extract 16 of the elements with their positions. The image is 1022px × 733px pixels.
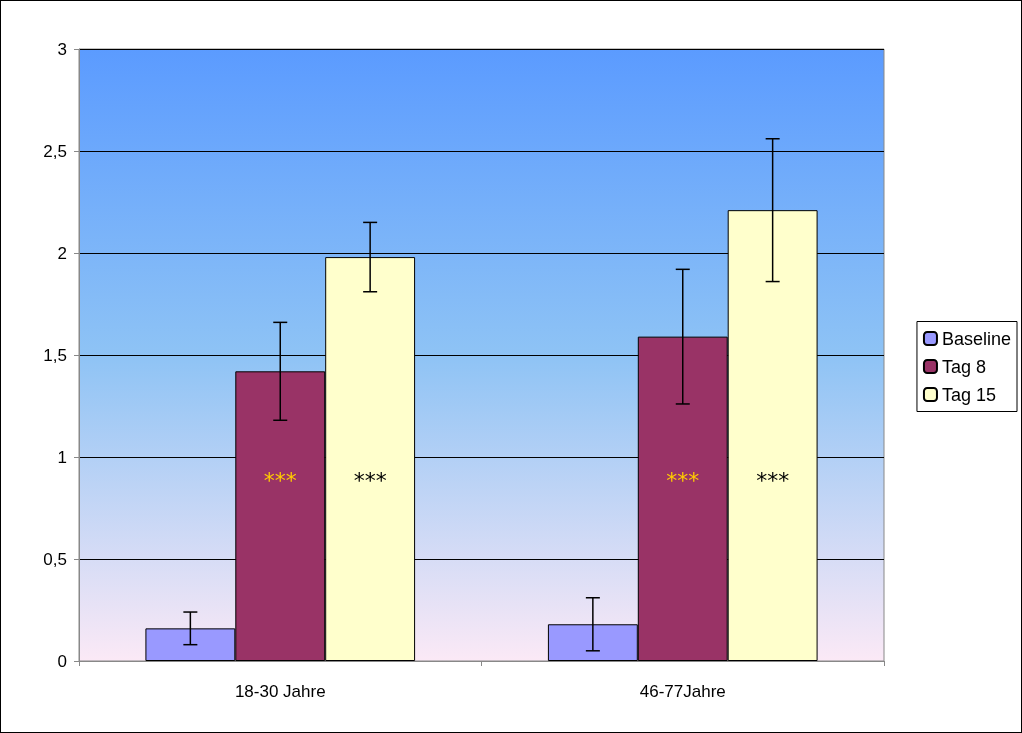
y-tick-label: 2: [57, 243, 67, 263]
y-tick-label: 3: [57, 39, 67, 59]
x-tick-label: 18-30 Jahre: [234, 682, 326, 701]
data-label: ***: [263, 467, 297, 493]
x-tick-label: 46-77Jahre: [639, 682, 726, 701]
data-label: ***: [756, 467, 790, 493]
data-label: ***: [353, 467, 387, 493]
legend-label: Tag 8: [941, 356, 986, 377]
y-tick-label: 1,5: [43, 345, 67, 365]
data-label: ***: [666, 467, 700, 493]
y-tick-label: 0: [57, 651, 67, 671]
y-tick-label: 1: [57, 447, 67, 467]
y-tick-label: 0,5: [43, 549, 67, 569]
y-tick-label: 2,5: [43, 141, 67, 161]
legend-label: Tag 15: [941, 384, 996, 405]
legend-label: Baseline: [941, 328, 1011, 349]
